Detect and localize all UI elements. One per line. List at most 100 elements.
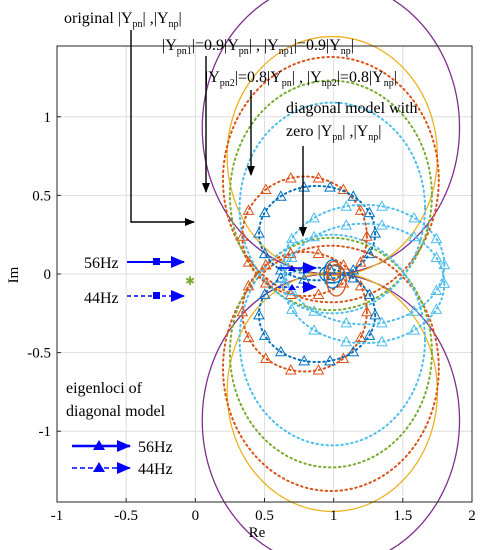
annotation-scale09-text: |Ypn1|=0.9|Ypn| , |Ynp1|=0.9|Ynp| (162, 37, 354, 57)
locus-marker (284, 247, 297, 258)
locus-series-3-loop-1 (228, 236, 433, 469)
hz44-indicator: 44Hz (84, 290, 185, 307)
locus-marker (347, 345, 360, 357)
locus-marker (363, 247, 376, 259)
locus-marker (337, 352, 350, 363)
legend-56hz-label: 56Hz (138, 439, 173, 456)
locus-series-9-loop-1 (326, 260, 342, 281)
locus-marker (285, 303, 298, 314)
locus-marker (438, 277, 451, 288)
annotation-original: original |Ypn| ,|Ynp| (64, 10, 195, 226)
y-axis-label: Im (6, 266, 22, 283)
locus-marker (236, 305, 249, 317)
locus-series-7-loop-1 (282, 222, 446, 345)
locus-marker (258, 288, 271, 299)
hz44-label: 44Hz (84, 290, 119, 307)
locus-marker (408, 305, 420, 316)
annotation-scale09: |Ypn1|=0.9|Ypn| , |Ynp1|=0.9|Ynp| (162, 37, 354, 193)
locus-series-0-loop-1 (201, 273, 461, 550)
locus-marker (298, 354, 310, 366)
locus-marker (308, 324, 320, 335)
locus-marker (340, 219, 353, 230)
locus-marker (363, 206, 376, 218)
locus-marker (308, 230, 320, 242)
x-tick-label: 1.5 (393, 508, 412, 524)
locus-marker (369, 227, 382, 238)
eigenloci-legend: eigenloci of diagonal model 56Hz 44Hz (66, 380, 173, 478)
locus-marker (354, 204, 367, 215)
locus-marker (340, 335, 353, 347)
x-tick-label: 1 (330, 508, 338, 524)
locus-marker (376, 335, 388, 347)
locus-marker (259, 352, 272, 363)
locus-series-6-loop-1 (257, 266, 377, 364)
locus-marker (312, 171, 325, 183)
inner-44hz-marker (288, 284, 296, 290)
locus-marker (376, 219, 388, 230)
locus-marker (258, 206, 271, 218)
annotation-scale08: |Ypn2|=0.8|Ypn| , |Ynp2|=0.8|Ynp| (205, 69, 397, 176)
locus-marker (354, 331, 367, 343)
locus-marker (298, 181, 310, 192)
locus-marker (285, 251, 298, 263)
locus-series-4-loop-0 (238, 101, 426, 315)
locus-marker (347, 271, 360, 283)
locus-marker (242, 279, 255, 291)
locus-series-6-loop-0 (257, 184, 377, 282)
locus-series-7-loop-0 (282, 203, 446, 326)
locus-marker (340, 200, 353, 211)
locus-marker (376, 200, 388, 211)
y-tick-label: -1 (39, 424, 52, 440)
y-tick-label: 1 (44, 110, 52, 126)
legend-44hz-marker (93, 462, 105, 472)
y-tick-label: 0.5 (32, 188, 51, 204)
locus-marker (236, 230, 249, 241)
hz44-marker (153, 292, 160, 299)
locus-marker (337, 183, 350, 195)
x-tick-label: -1 (51, 508, 64, 524)
locus-marker (284, 363, 297, 375)
locus-marker (430, 284, 443, 295)
locus-marker (312, 247, 325, 258)
hz56-label: 56Hz (84, 255, 119, 272)
hz56-marker (153, 258, 160, 265)
locus-marker (340, 316, 353, 328)
annotation-scale08-text: |Ypn2|=0.8|Ypn| , |Ynp2|=0.8|Ynp| (205, 69, 397, 89)
annotation-diagonal: diagonal model with zero |Ypn| ,|Ynp| (286, 100, 418, 237)
locus-marker (408, 230, 420, 242)
x-tick-label: 0 (192, 508, 200, 524)
annotation-original-arrow (130, 30, 195, 226)
x-axis-label: Re (249, 525, 266, 541)
y-ticks: 1 0.5 0 -0.5 -1 (27, 110, 61, 440)
locus-marker (324, 181, 336, 192)
locus-marker (253, 227, 265, 238)
locus-marker (312, 288, 325, 300)
locus-series-3-loop-0 (228, 79, 433, 312)
legend-56hz-marker (93, 440, 105, 450)
locus-marker (430, 251, 443, 263)
legend-44hz-label: 44Hz (138, 461, 173, 478)
x-tick-label: -0.5 (114, 508, 138, 524)
locus-marker (242, 331, 255, 343)
eigenloci-curves (201, 0, 461, 550)
locus-marker (363, 288, 376, 299)
locus-marker (274, 345, 287, 357)
locus-marker (284, 171, 297, 183)
locus-series-2-loop-0 (222, 56, 440, 304)
locus-marker (347, 190, 360, 201)
legend-title-line2: diagonal model (66, 403, 166, 420)
locus-series-2-loop-1 (222, 244, 440, 492)
locus-series-4-loop-1 (238, 233, 426, 447)
locus-marker (308, 211, 320, 223)
locus-marker (258, 247, 271, 259)
locus-marker (361, 230, 373, 241)
locus-marker (369, 308, 382, 320)
locus-marker (361, 305, 373, 317)
locus-series-9-loop-0 (326, 263, 347, 297)
annotation-diagonal-line2: zero |Ypn| ,|Ynp| (286, 123, 381, 143)
locus-marker (438, 258, 451, 270)
locus-marker (253, 308, 265, 320)
hz56-indicator: 56Hz (84, 255, 185, 272)
